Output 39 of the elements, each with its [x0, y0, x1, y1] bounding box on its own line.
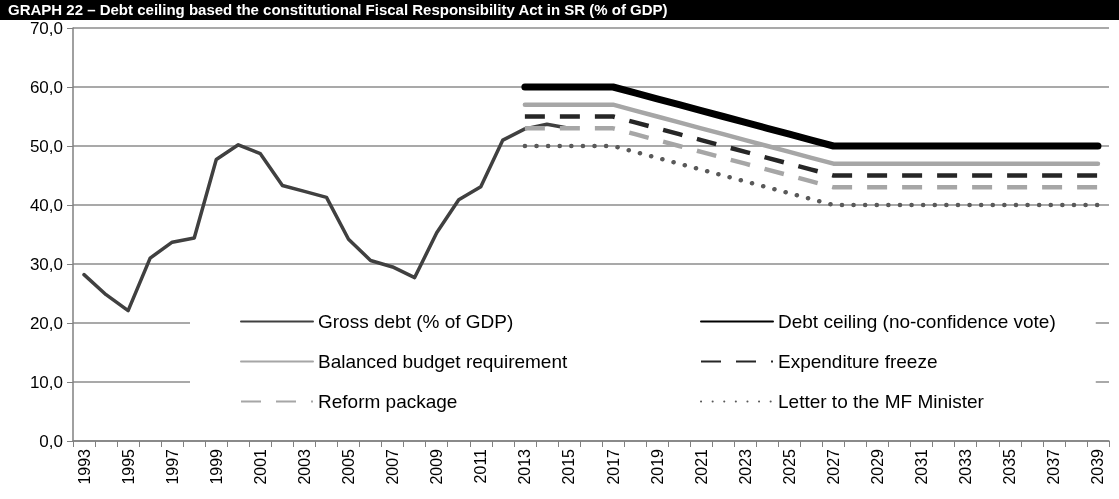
chart-title: GRAPH 22 – Debt ceiling based the constitutional Fiscal Responsibility Act in SR (% of GDP): [8, 1, 668, 18]
legend-label: Reform package: [318, 391, 458, 412]
x-tick-label: 2029: [869, 448, 887, 485]
x-tick-label: 2009: [428, 448, 446, 485]
y-tick-label: 10,0: [29, 372, 63, 392]
y-tick-label: 50,0: [29, 136, 63, 156]
x-tick-label: 2015: [560, 448, 578, 485]
x-tick-label: 2027: [824, 448, 842, 485]
y-tick-label: 40,0: [29, 195, 63, 215]
legend-label: Letter to the MF Minister: [778, 391, 985, 412]
x-tick-label: 2011: [472, 448, 490, 484]
x-tick-label: 2035: [1001, 448, 1019, 485]
legend-label: Expenditure freeze: [778, 351, 938, 372]
y-tick-label: 20,0: [29, 313, 63, 333]
y-tick-label: 30,0: [29, 254, 63, 274]
x-tick-label: 2001: [251, 448, 269, 485]
y-tick-label: 0,0: [39, 431, 63, 451]
x-tick-label: 2005: [340, 448, 358, 485]
x-tick-label: 2007: [384, 448, 402, 485]
x-tick-label: 2031: [913, 448, 931, 485]
x-tick-label: 2003: [295, 448, 313, 485]
x-tick-label: 2039: [1089, 448, 1107, 485]
x-tick-label: 2025: [780, 448, 798, 485]
legend-label: Debt ceiling (no-confidence vote): [778, 311, 1056, 332]
x-tick-label: 2019: [648, 448, 666, 485]
x-tick-label: 2023: [736, 448, 754, 485]
x-tick-label: 2033: [957, 448, 975, 485]
x-tick-label: 1993: [75, 448, 93, 485]
y-tick-label: 60,0: [29, 77, 63, 97]
x-tick-label: 2021: [692, 448, 710, 485]
x-tick-label: 1999: [207, 448, 225, 485]
x-tick-label: 2037: [1045, 448, 1063, 485]
legend-label: Gross debt (% of GDP): [318, 311, 514, 332]
x-tick-label: 2017: [604, 448, 622, 485]
y-tick-label: 70,0: [29, 18, 63, 38]
x-tick-label: 1995: [119, 448, 137, 485]
x-tick-label: 1997: [163, 448, 181, 485]
x-tick-label: 2013: [516, 448, 534, 485]
legend-label: Balanced budget requirement: [318, 351, 568, 372]
